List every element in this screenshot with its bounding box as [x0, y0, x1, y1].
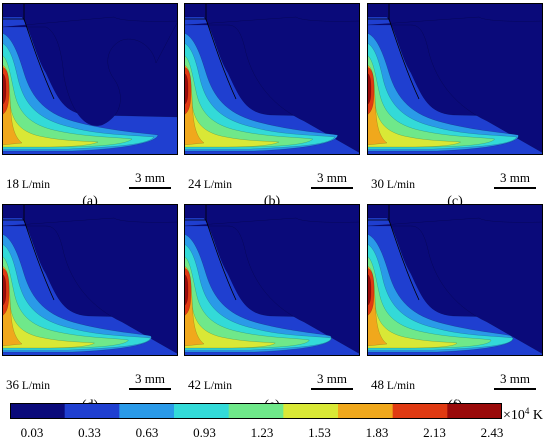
- temperature-panel-f: 48 L/min 3 mm: [367, 204, 543, 394]
- scale-bar: 3 mm: [310, 372, 354, 392]
- temperature-contour-plot: [2, 204, 178, 394]
- colorbar-unit-label: ×104 K: [503, 406, 544, 423]
- colorbar-swatch: [447, 403, 502, 419]
- plot-frame: [184, 204, 360, 356]
- nozzle-outline: [2, 204, 55, 301]
- colorbar-tick-label: 0.33: [78, 425, 101, 440]
- contour-band: [2, 42, 155, 150]
- temperature-panel-c: 30 L/min 3 mm: [367, 3, 543, 193]
- label-strip: [2, 356, 178, 394]
- temperature-panel-e: 42 L/min 3 mm: [184, 204, 360, 394]
- nozzle-outline: [367, 204, 420, 301]
- colorbar-border: [10, 403, 502, 419]
- contour-band: [2, 217, 178, 355]
- scale-bar: 3 mm: [128, 372, 172, 392]
- colorbar-tick-label: 1.53: [308, 425, 331, 440]
- colorbar-swatch: [174, 403, 230, 419]
- flow-rate-label: 36 L/min: [6, 377, 50, 393]
- colorbar-tick-label: 0.93: [193, 425, 216, 440]
- nozzle-outline: [184, 204, 237, 301]
- temperature-panel-b: 24 L/min 3 mm: [184, 3, 360, 193]
- flow-rate-label: 42 L/min: [188, 377, 232, 393]
- contour-band: [367, 255, 492, 349]
- colorbar-tick-label: 0.03: [20, 425, 44, 440]
- contour-band: [184, 42, 336, 150]
- label-strip: [367, 356, 543, 394]
- label-strip: [2, 155, 178, 193]
- colorbar-swatch: [64, 403, 120, 419]
- flow-rate-label: 18 L/min: [6, 176, 50, 192]
- contour-band: [184, 243, 332, 351]
- colorbar-tick-label: 0.63: [135, 425, 159, 440]
- temperature-contour-plot: [184, 3, 360, 193]
- flow-rate-label: 48 L/min: [371, 377, 415, 393]
- contour-band: [2, 255, 129, 349]
- colorbar-tick-label: 2.13: [423, 425, 446, 440]
- flow-rate-label: 30 L/min: [371, 176, 415, 192]
- contour-band: [2, 243, 151, 351]
- temperature-contour-plot: [2, 3, 178, 193]
- plot-frame: [184, 3, 360, 155]
- temperature-panel-d: 36 L/min 3 mm: [2, 204, 178, 394]
- plot-frame: [367, 204, 543, 356]
- colorbar-swatch: [228, 403, 284, 419]
- colorbar-swatch: [338, 403, 394, 419]
- contour-band: [367, 217, 543, 355]
- temperature-contour-plot: [184, 204, 360, 394]
- scale-bar: 3 mm: [493, 372, 537, 392]
- colorbar-tick-labels: 0.03 0.33 0.63 0.93 1.23 1.53 1.83 2.13 2.43: [0, 425, 550, 443]
- contour-band: [367, 16, 543, 154]
- colorbar-swatch: [392, 403, 448, 419]
- temperature-contour-plot: [367, 204, 543, 394]
- scale-bar: 3 mm: [493, 171, 537, 191]
- temperature-colorbar: [10, 403, 502, 419]
- nozzle-outline: [2, 3, 55, 100]
- contour-band: [367, 54, 496, 148]
- temperature-panel-a: 18 L/min 3 mm: [2, 3, 178, 193]
- colorbar-tick-label: 1.83: [365, 425, 389, 440]
- colorbar-swatch: [119, 403, 175, 419]
- temperature-contour-plot: [367, 3, 543, 193]
- label-strip: [184, 356, 360, 394]
- label-strip: [367, 155, 543, 193]
- contour-band: [367, 42, 517, 150]
- nozzle-outline: [184, 3, 237, 100]
- plot-frame: [2, 204, 178, 356]
- label-strip: [184, 155, 360, 193]
- colorbar-tick-label: 1.23: [250, 425, 274, 440]
- nozzle-outline: [367, 3, 420, 100]
- contour-band: [184, 54, 314, 148]
- contour-band: [184, 217, 360, 355]
- contour-band: [184, 16, 360, 154]
- colorbar-tick-label: 2.43: [480, 425, 504, 440]
- colorbar-swatch: [283, 403, 339, 419]
- plot-frame: [2, 3, 178, 155]
- contour-band: [2, 54, 133, 148]
- scale-bar: 3 mm: [310, 171, 354, 191]
- scale-bar: 3 mm: [128, 171, 172, 191]
- contour-band: [184, 255, 310, 349]
- plot-frame: [367, 3, 543, 155]
- contour-band: [367, 243, 514, 351]
- colorbar-swatch: [10, 403, 66, 419]
- flow-rate-label: 24 L/min: [188, 176, 232, 192]
